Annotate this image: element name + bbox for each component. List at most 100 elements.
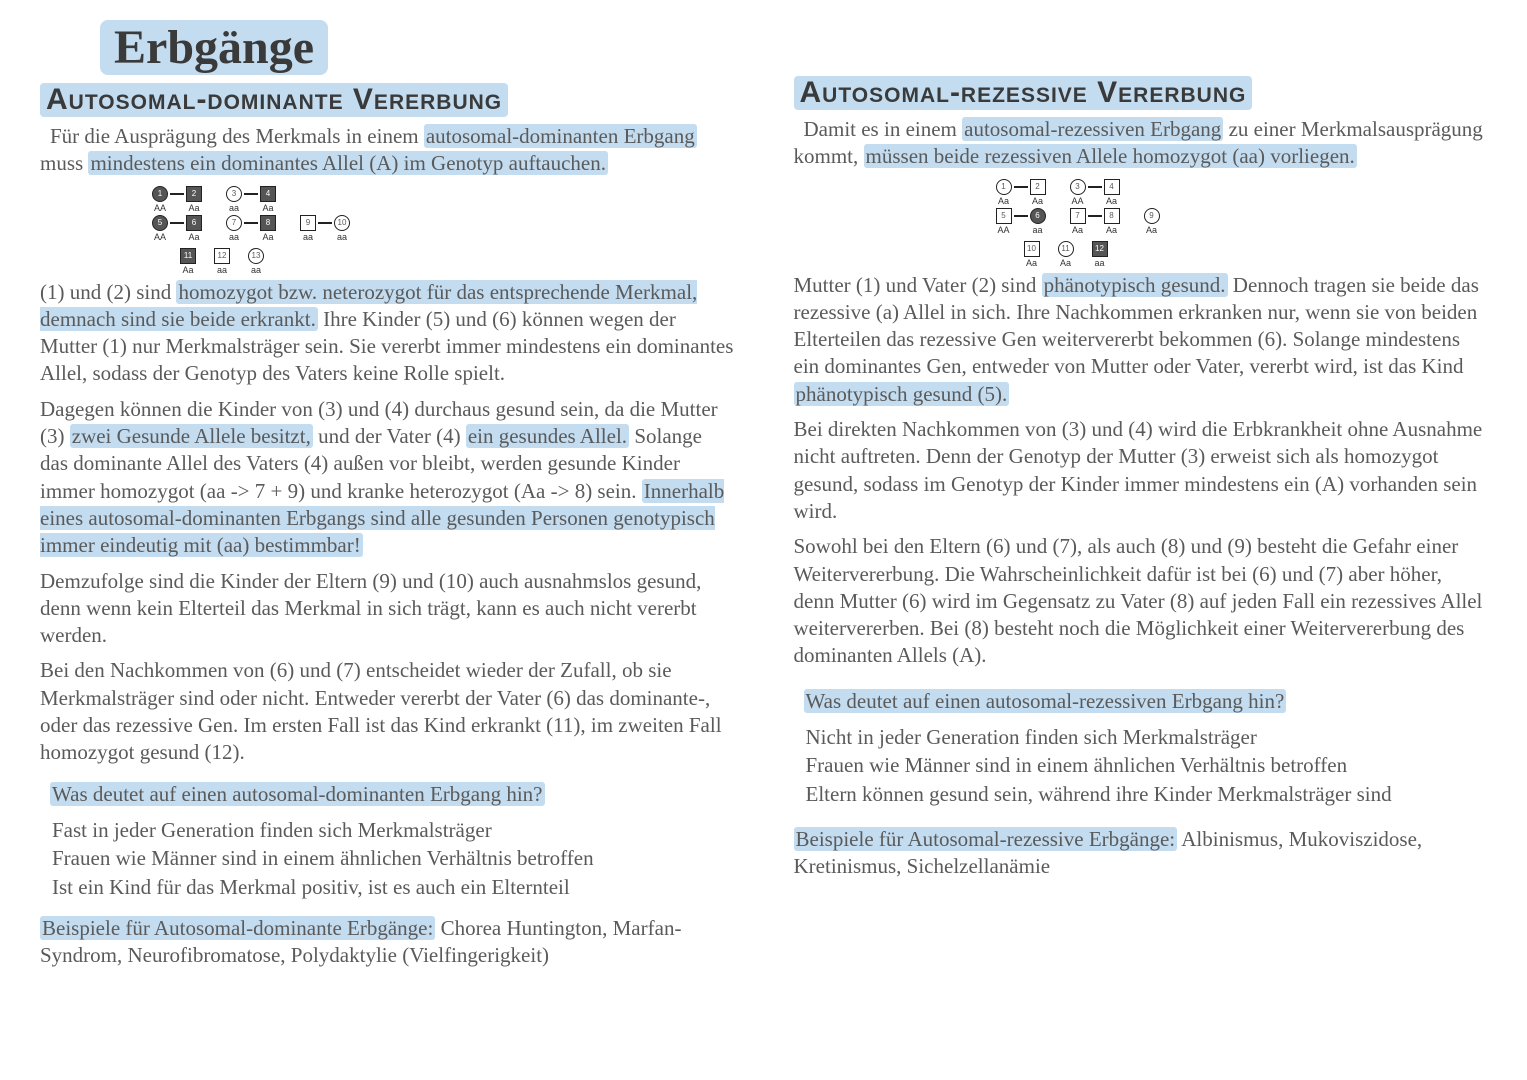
pedigree-left: 1 AA 2 Aa 3 aa 4 Aa 5 AA 6 Aa 7 aa 8 Aa …: [150, 186, 734, 275]
highlight: ein gesundes Allel.: [466, 424, 629, 448]
list-item: Fast in jeder Generation finden sich Mer…: [52, 816, 734, 844]
pedigree-symbol: 7 Aa: [1070, 208, 1086, 235]
pedigree-connector: [244, 193, 258, 195]
left-p3: Demzufolge sind die Kinder der Eltern (9…: [40, 568, 734, 650]
pedigree-connector: [1014, 186, 1028, 188]
pedigree-symbol: 3 AA: [1070, 179, 1086, 206]
highlight: autosomal-dominanten Erbgang: [424, 124, 697, 148]
pedigree-shape: 12: [1092, 241, 1108, 257]
page-title: Erbgänge: [100, 20, 328, 75]
left-question: Was deutet auf einen autosomal-dominante…: [40, 781, 734, 808]
pedigree-shape: 6: [1030, 208, 1046, 224]
pedigree-symbol: 12 aa: [1092, 241, 1108, 268]
pedigree-genotype: aa: [1032, 225, 1042, 235]
right-answers: Nicht in jeder Generation finden sich Me…: [806, 723, 1488, 808]
list-item: Frauen wie Männer sind in einem ähnliche…: [806, 751, 1488, 779]
pedigree-shape: 1: [152, 186, 168, 202]
pedigree-connector: [318, 222, 332, 224]
left-p1: (1) und (2) sind homozygot bzw. neterozy…: [40, 279, 734, 388]
pedigree-symbol: 4 Aa: [260, 186, 276, 213]
pedigree-genotype: Aa: [262, 232, 273, 242]
pedigree-shape: 13: [248, 248, 264, 264]
pedigree-genotype: aa: [1094, 258, 1104, 268]
text: Damit es in einem: [804, 117, 963, 141]
pedigree-symbol: 8 Aa: [1104, 208, 1120, 235]
pedigree-row: 10 Aa 11 Aa 12 aa: [1022, 241, 1488, 268]
pedigree-shape: 5: [996, 208, 1012, 224]
right-p3: Sowohl bei den Eltern (6) und (7), als a…: [794, 533, 1488, 669]
pedigree-symbol: 13 aa: [248, 248, 264, 275]
pedigree-genotype: Aa: [188, 203, 199, 213]
pedigree-row: 5 AA 6 aa 7 Aa 8 Aa 9 Aa: [994, 208, 1488, 235]
pedigree-shape: 2: [1030, 179, 1046, 195]
right-p2: Bei direkten Nachkommen von (3) und (4) …: [794, 416, 1488, 525]
pedigree-symbol: 11 Aa: [180, 248, 196, 275]
pedigree-shape: 7: [1070, 208, 1086, 224]
pedigree-symbol: 5 AA: [152, 215, 168, 242]
left-p2: Dagegen können die Kinder von (3) und (4…: [40, 396, 734, 560]
pedigree-shape: 11: [1058, 241, 1074, 257]
right-heading: Autosomal-rezessive Vererbung: [794, 76, 1253, 110]
pedigree-symbol: 3 aa: [226, 186, 242, 213]
pedigree-symbol: 9 Aa: [1144, 208, 1160, 235]
highlight: mindestens ein dominantes Allel (A) im G…: [88, 151, 608, 175]
list-item: Nicht in jeder Generation finden sich Me…: [806, 723, 1488, 751]
pedigree-genotype: Aa: [1146, 225, 1157, 235]
right-column: Autosomal-rezessive Vererbung Damit es i…: [794, 20, 1488, 1060]
highlight: zwei Gesunde Allele besitzt,: [70, 424, 313, 448]
pedigree-row: 11 Aa 12 aa 13 aa: [178, 248, 734, 275]
pedigree-genotype: Aa: [188, 232, 199, 242]
pedigree-genotype: Aa: [1106, 196, 1117, 206]
highlight: phänotypisch gesund.: [1042, 273, 1228, 297]
pedigree-shape: 4: [260, 186, 276, 202]
pedigree-shape: 1: [996, 179, 1012, 195]
pedigree-connector: [170, 222, 184, 224]
pedigree-genotype: Aa: [182, 265, 193, 275]
right-intro: Damit es in einem autosomal-rezessiven E…: [794, 116, 1488, 171]
list-item: Eltern können gesund sein, während ihre …: [806, 780, 1488, 808]
pedigree-shape: 4: [1104, 179, 1120, 195]
pedigree-symbol: 9 aa: [300, 215, 316, 242]
pedigree-connector: [1088, 186, 1102, 188]
list-item: Ist ein Kind für das Merkmal positiv, is…: [52, 873, 734, 901]
right-question: Was deutet auf einen autosomal-rezessive…: [794, 688, 1488, 715]
pedigree-symbol: 8 Aa: [260, 215, 276, 242]
pedigree-genotype: aa: [251, 265, 261, 275]
pedigree-shape: 6: [186, 215, 202, 231]
pedigree-row: 5 AA 6 Aa 7 aa 8 Aa 9 aa 10 aa: [150, 215, 734, 242]
pedigree-symbol: 6 aa: [1030, 208, 1046, 235]
pedigree-symbol: 10 aa: [334, 215, 350, 242]
list-item: Frauen wie Männer sind in einem ähnliche…: [52, 844, 734, 872]
pedigree-connector: [1088, 215, 1102, 217]
pedigree-shape: 9: [1144, 208, 1160, 224]
text: Mutter (1) und Vater (2) sind: [794, 273, 1042, 297]
left-heading: Autosomal-dominante Vererbung: [40, 83, 508, 117]
pedigree-connector: [1014, 215, 1028, 217]
text: Für die Ausprägung des Merkmals in einem: [50, 124, 424, 148]
highlight: phänotypisch gesund (5).: [794, 382, 1010, 406]
highlight: Beispiele für Autosomal-rezessive Erbgän…: [794, 827, 1178, 851]
pedigree-symbol: 1 Aa: [996, 179, 1012, 206]
pedigree-genotype: aa: [229, 232, 239, 242]
pedigree-genotype: Aa: [1072, 225, 1083, 235]
pedigree-symbol: 4 Aa: [1104, 179, 1120, 206]
pedigree-genotype: AA: [997, 225, 1009, 235]
highlight: Was deutet auf einen autosomal-rezessive…: [804, 689, 1287, 713]
pedigree-shape: 11: [180, 248, 196, 264]
highlight: autosomal-rezessiven Erbgang: [962, 117, 1223, 141]
left-answers: Fast in jeder Generation finden sich Mer…: [52, 816, 734, 901]
pedigree-genotype: Aa: [1106, 225, 1117, 235]
pedigree-shape: 2: [186, 186, 202, 202]
right-examples: Beispiele für Autosomal-rezessive Erbgän…: [794, 826, 1488, 881]
pedigree-genotype: Aa: [262, 203, 273, 213]
pedigree-genotype: Aa: [1060, 258, 1071, 268]
pedigree-row: 1 Aa 2 Aa 3 AA 4 Aa: [994, 179, 1488, 206]
pedigree-shape: 3: [1070, 179, 1086, 195]
pedigree-shape: 3: [226, 186, 242, 202]
pedigree-row: 1 AA 2 Aa 3 aa 4 Aa: [150, 186, 734, 213]
pedigree-symbol: 6 Aa: [186, 215, 202, 242]
left-column: Erbgänge Autosomal-dominante Vererbung F…: [40, 20, 734, 1060]
pedigree-genotype: Aa: [1032, 196, 1043, 206]
pedigree-symbol: 1 AA: [152, 186, 168, 213]
pedigree-shape: 8: [1104, 208, 1120, 224]
